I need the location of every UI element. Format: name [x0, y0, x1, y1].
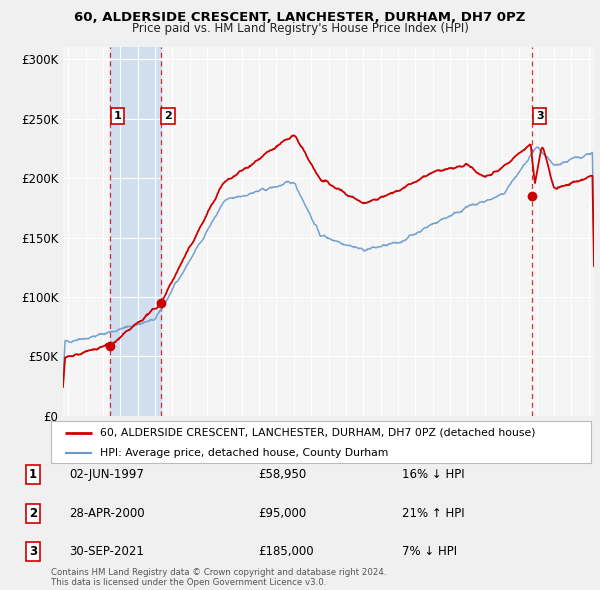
Text: 60, ALDERSIDE CRESCENT, LANCHESTER, DURHAM, DH7 0PZ: 60, ALDERSIDE CRESCENT, LANCHESTER, DURH… — [74, 11, 526, 24]
Text: 7% ↓ HPI: 7% ↓ HPI — [402, 545, 457, 558]
Bar — [110, 47, 161, 416]
Text: 28-APR-2000: 28-APR-2000 — [69, 507, 145, 520]
Text: £185,000: £185,000 — [258, 545, 314, 558]
Text: 30-SEP-2021: 30-SEP-2021 — [69, 545, 144, 558]
Text: 1: 1 — [113, 111, 121, 121]
Text: 2: 2 — [29, 507, 37, 520]
Text: 3: 3 — [29, 545, 37, 558]
Text: 21% ↑ HPI: 21% ↑ HPI — [402, 507, 464, 520]
Text: Price paid vs. HM Land Registry's House Price Index (HPI): Price paid vs. HM Land Registry's House … — [131, 22, 469, 35]
Text: 2: 2 — [164, 111, 172, 121]
Text: 16% ↓ HPI: 16% ↓ HPI — [402, 468, 464, 481]
Text: 1: 1 — [29, 468, 37, 481]
Text: £95,000: £95,000 — [258, 507, 306, 520]
Text: £58,950: £58,950 — [258, 468, 306, 481]
Text: HPI: Average price, detached house, County Durham: HPI: Average price, detached house, Coun… — [100, 448, 388, 457]
Text: 3: 3 — [536, 111, 544, 121]
Text: 60, ALDERSIDE CRESCENT, LANCHESTER, DURHAM, DH7 0PZ (detached house): 60, ALDERSIDE CRESCENT, LANCHESTER, DURH… — [100, 428, 535, 438]
Text: 02-JUN-1997: 02-JUN-1997 — [69, 468, 144, 481]
Text: Contains HM Land Registry data © Crown copyright and database right 2024.
This d: Contains HM Land Registry data © Crown c… — [51, 568, 386, 587]
